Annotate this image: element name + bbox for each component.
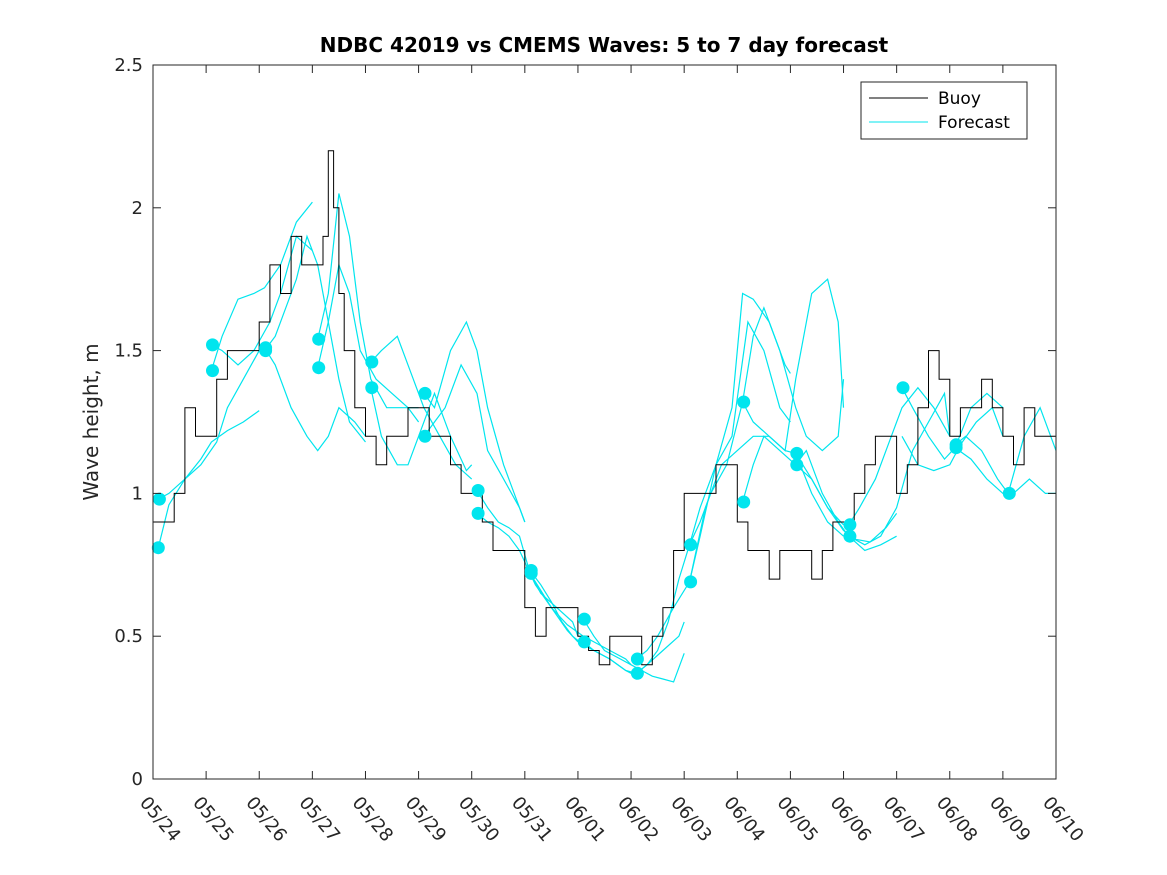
legend-label-buoy: Buoy [938, 89, 981, 109]
forecast-marker [949, 441, 963, 455]
forecast-marker [152, 492, 166, 506]
y-tick-label: 1.5 [114, 341, 143, 362]
forecast-marker [737, 395, 751, 409]
y-tick-label: 2.5 [114, 55, 143, 76]
forecast-line-4 [211, 235, 313, 366]
legend: Buoy Forecast [860, 81, 1028, 140]
legend-box [860, 81, 1028, 140]
forecast-marker [843, 518, 857, 532]
forecast-line-29 [901, 387, 1004, 461]
forecast-line-5 [264, 234, 366, 443]
forecast-marker [737, 495, 751, 509]
forecast-line-12 [423, 363, 526, 523]
forecast-line-28 [848, 391, 951, 546]
legend-label-forecast: Forecast [938, 113, 1010, 133]
buoy-line [153, 150, 1056, 666]
y-tick-label: 1 [132, 483, 143, 504]
forecast-marker [896, 381, 910, 395]
forecast-line-8 [317, 262, 420, 423]
forecast-line-7 [317, 193, 419, 409]
forecast-marker [151, 541, 165, 555]
forecast-line-27 [848, 386, 951, 526]
forecast-marker [206, 364, 219, 378]
forecast-line-2 [158, 350, 260, 500]
forecast-line-6 [263, 347, 366, 452]
buoy-series-group [153, 150, 1056, 666]
y-tick-label: 2 [132, 198, 143, 219]
forecast-marker [684, 538, 698, 552]
forecast-marker [1002, 486, 1016, 500]
forecast-marker [365, 381, 379, 395]
forecast-marker [577, 635, 591, 649]
forecast-series-group [157, 193, 1056, 683]
forecast-line-3 [210, 201, 313, 371]
forecast-marker [418, 386, 432, 400]
forecast-marker [524, 566, 538, 580]
forecast-line-31 [954, 406, 1056, 495]
forecast-marker [259, 344, 273, 358]
chart-title: NDBC 42019 vs CMEMS Waves: 5 to 7 day fo… [320, 33, 889, 57]
forecast-marker [843, 529, 857, 543]
y-tick-label: 0.5 [114, 626, 143, 647]
forecast-marker [312, 332, 326, 346]
forecast-line-30 [901, 406, 1004, 472]
forecast-marker [471, 506, 485, 520]
forecast-line-11 [423, 320, 526, 523]
forecast-marker [630, 666, 644, 680]
forecast-line-25 [795, 449, 897, 552]
forecast-marker [312, 361, 326, 375]
forecast-marker [206, 338, 219, 352]
forecast-marker [418, 429, 432, 443]
plot-area [153, 65, 1056, 779]
y-tick-label: 0 [132, 769, 143, 790]
forecast-marker [790, 458, 804, 472]
axes-box [152, 64, 1057, 780]
forecast-marker [471, 484, 485, 497]
y-axis-label: Wave height, m [79, 343, 103, 500]
forecast-marker [630, 652, 644, 666]
forecast-marker [577, 612, 591, 626]
forecast-marker [365, 355, 379, 369]
forecast-marker [790, 446, 804, 460]
forecast-marker [684, 575, 698, 589]
forecast-line-24 [742, 401, 844, 537]
forecast-marker-group [151, 332, 1016, 680]
forecast-line-1 [157, 410, 260, 548]
forecast-line-19 [636, 292, 791, 674]
